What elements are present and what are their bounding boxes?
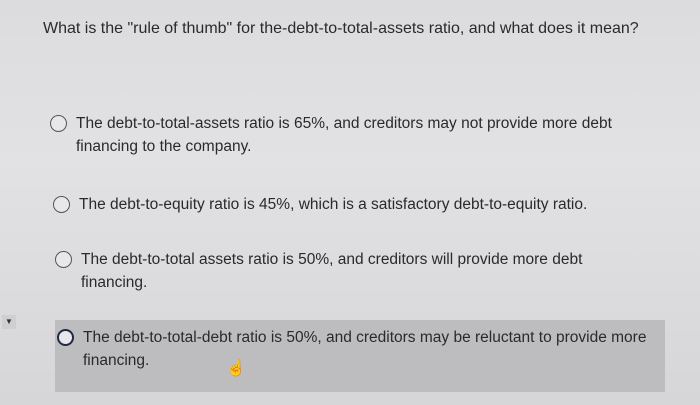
option-label[interactable]: The debt-to-total-assets ratio is 65%, a… (76, 115, 612, 155)
radio-button[interactable] (55, 251, 72, 268)
option-label[interactable]: The debt-to-equity ratio is 45%, which i… (79, 196, 588, 213)
question-text: What is the "rule of thumb" for the-debt… (43, 20, 639, 37)
option-label[interactable]: The debt-to-total assets ratio is 50%, a… (81, 251, 583, 291)
hand-pointer-icon: ☝ (226, 360, 246, 377)
radio-button[interactable] (57, 329, 74, 346)
option-label[interactable]: The debt-to-total-debt ratio is 50%, and… (83, 329, 647, 369)
option-hover-background (55, 320, 665, 392)
scroll-down-arrow-icon[interactable]: ▼ (2, 315, 16, 329)
radio-button[interactable] (53, 196, 70, 213)
radio-button[interactable] (50, 115, 67, 132)
